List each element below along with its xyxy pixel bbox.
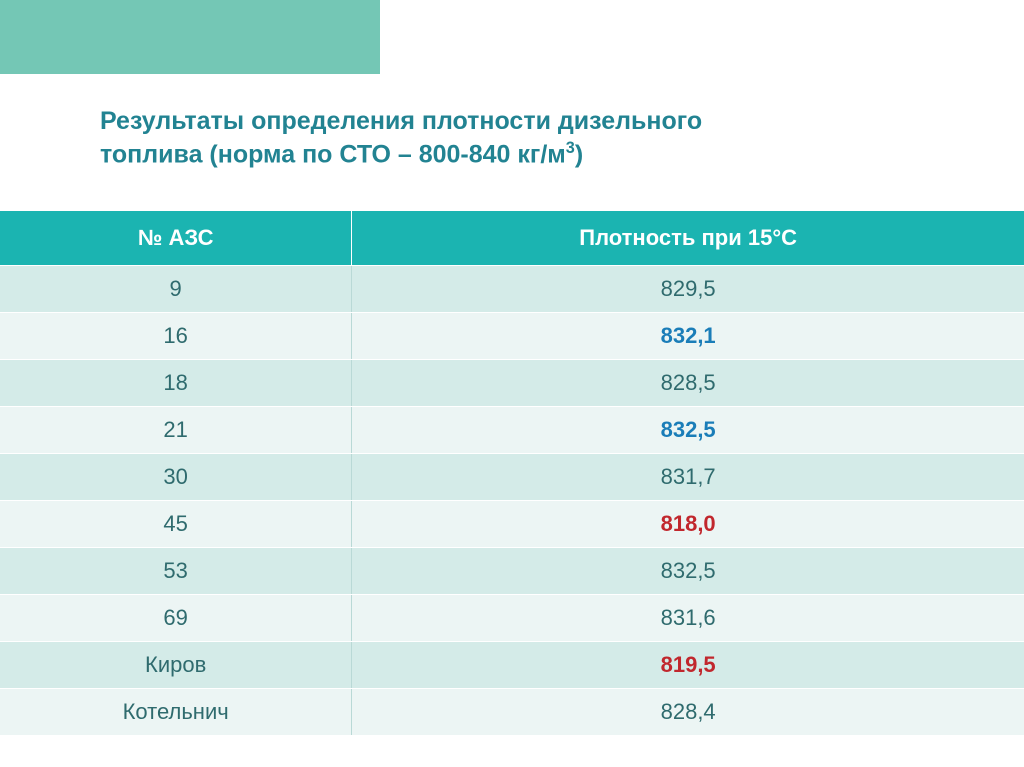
decor-block: [0, 0, 380, 74]
cell-density: 832,5: [352, 407, 1024, 454]
table-row: 69831,6: [0, 595, 1024, 642]
cell-density: 828,4: [352, 689, 1024, 736]
table-row: 16832,1: [0, 313, 1024, 360]
title-line-2-before: топлива (норма по СТО – 800-840 кг/м: [100, 140, 566, 168]
cell-density: 831,6: [352, 595, 1024, 642]
cell-density: 818,0: [352, 501, 1024, 548]
cell-station: 45: [0, 501, 352, 548]
table-row: 30831,7: [0, 454, 1024, 501]
title-line-1: Результаты определения плотности дизельн…: [100, 107, 702, 135]
cell-station: Котельнич: [0, 689, 352, 736]
table-row: 9829,5: [0, 266, 1024, 313]
table-row: 21832,5: [0, 407, 1024, 454]
col-header-station: № АЗС: [0, 211, 352, 266]
table-row: 45818,0: [0, 501, 1024, 548]
density-table: № АЗС Плотность при 15°С 9829,516832,118…: [0, 210, 1024, 736]
table-row: Киров819,5: [0, 642, 1024, 689]
table-row: 18828,5: [0, 360, 1024, 407]
table-body: 9829,516832,118828,521832,530831,745818,…: [0, 266, 1024, 736]
cell-density: 828,5: [352, 360, 1024, 407]
cell-station: 30: [0, 454, 352, 501]
cell-density: 832,1: [352, 313, 1024, 360]
cell-station: 21: [0, 407, 352, 454]
page-title: Результаты определения плотности дизельн…: [100, 105, 964, 170]
table-container: № АЗС Плотность при 15°С 9829,516832,118…: [0, 210, 1024, 736]
cell-density: 829,5: [352, 266, 1024, 313]
cell-station: 16: [0, 313, 352, 360]
cell-density: 832,5: [352, 548, 1024, 595]
cell-station: 9: [0, 266, 352, 313]
col-header-density: Плотность при 15°С: [352, 211, 1024, 266]
cell-station: 69: [0, 595, 352, 642]
title-sup: 3: [566, 139, 575, 157]
title-line-2-after: ): [575, 140, 583, 168]
title-container: Результаты определения плотности дизельн…: [100, 105, 964, 170]
cell-station: 18: [0, 360, 352, 407]
table-row: Котельнич828,4: [0, 689, 1024, 736]
cell-station: Киров: [0, 642, 352, 689]
table-row: 53832,5: [0, 548, 1024, 595]
cell-density: 819,5: [352, 642, 1024, 689]
cell-station: 53: [0, 548, 352, 595]
cell-density: 831,7: [352, 454, 1024, 501]
table-header-row: № АЗС Плотность при 15°С: [0, 211, 1024, 266]
